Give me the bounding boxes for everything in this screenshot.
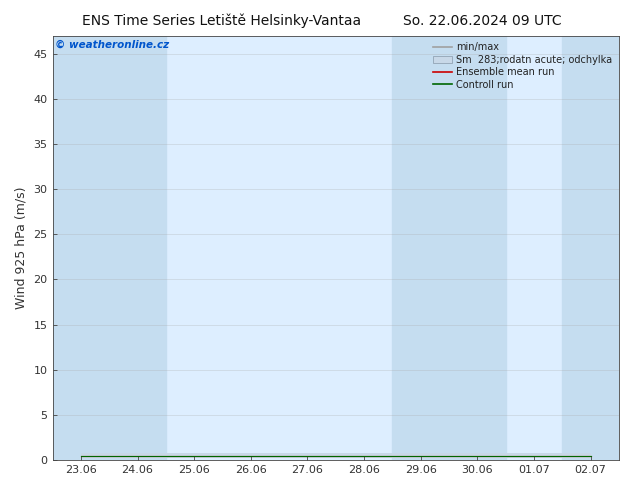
Legend: min/max, Sm  283;rodatn acute; odchylka, Ensemble mean run, Controll run: min/max, Sm 283;rodatn acute; odchylka, …: [430, 41, 614, 92]
Bar: [449, 36, 506, 460]
Text: ENS Time Series Letiště Helsinky-Vantaa: ENS Time Series Letiště Helsinky-Vantaa: [82, 14, 361, 28]
Bar: [109, 36, 166, 460]
Text: So. 22.06.2024 09 UTC: So. 22.06.2024 09 UTC: [403, 14, 561, 28]
Y-axis label: Wind 925 hPa (m/s): Wind 925 hPa (m/s): [15, 187, 28, 309]
Bar: [53, 36, 109, 460]
Text: © weatheronline.cz: © weatheronline.cz: [55, 40, 169, 50]
Bar: [562, 36, 619, 460]
Bar: [392, 36, 449, 460]
